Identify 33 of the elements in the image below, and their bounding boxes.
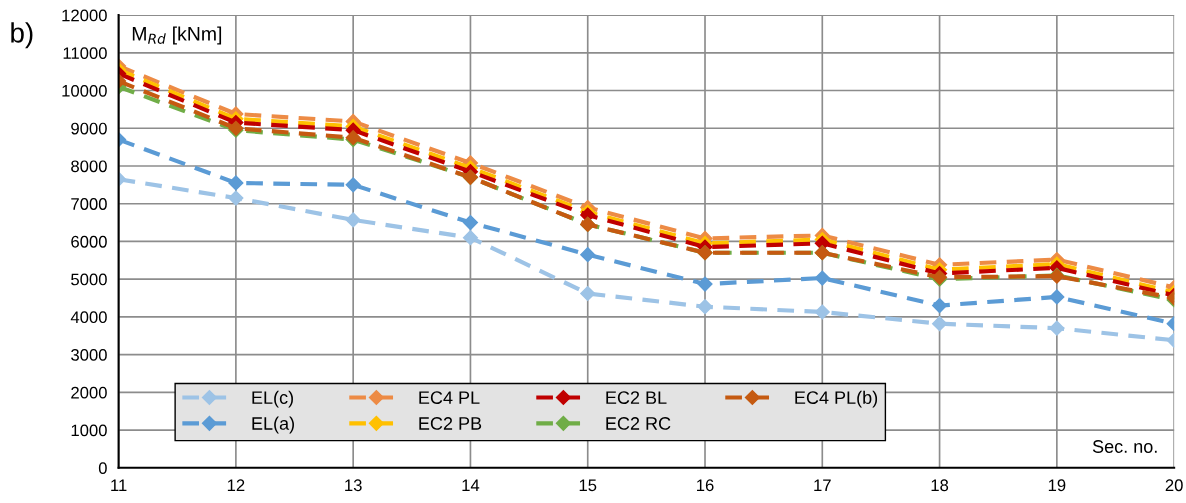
x-tick-label: 12 bbox=[227, 479, 245, 491]
y-tick-label: 4000 bbox=[70, 311, 107, 324]
y-tick-label: 0 bbox=[98, 462, 107, 474]
x-tick-label: 17 bbox=[814, 479, 831, 491]
legend-label: EL(a) bbox=[252, 416, 294, 434]
y-tick-label: 8000 bbox=[71, 160, 107, 173]
y-tick-label: 2000 bbox=[71, 386, 107, 399]
y-tick-label: 5000 bbox=[71, 273, 107, 286]
x-tick-label: 11 bbox=[111, 479, 127, 491]
legend-label: EC2 BL bbox=[606, 391, 667, 404]
y-tick-label: 11000 bbox=[63, 47, 107, 60]
y-tick-label: 7000 bbox=[71, 198, 107, 210]
legend-label: EC4 PL bbox=[419, 391, 480, 404]
x-tick-label: 15 bbox=[579, 479, 597, 492]
y-tick-label: 1000 bbox=[71, 424, 107, 437]
legend-label: EC2 RC bbox=[606, 417, 671, 430]
legend-label: EC4 PL(b) bbox=[795, 390, 878, 408]
legend-label: EC2 PB bbox=[419, 417, 482, 430]
legend-label: EL(c) bbox=[252, 390, 293, 408]
y-tick-label: 6000 bbox=[71, 235, 107, 248]
x-axis-title: Sec. no. bbox=[1092, 440, 1157, 453]
text: b) bbox=[11, 22, 33, 49]
x-tick-label: 16 bbox=[697, 479, 714, 492]
x-tick-label: 18 bbox=[931, 479, 949, 492]
y-tick-label: 3000 bbox=[71, 349, 107, 361]
y-tick-label: 12000 bbox=[62, 9, 107, 22]
x-tick-label: 14 bbox=[462, 479, 480, 491]
x-tick-label: 13 bbox=[345, 479, 362, 492]
x-tick-label: 19 bbox=[1048, 479, 1066, 492]
x-tick-label: 20 bbox=[1165, 479, 1183, 492]
y-axis-title: M$_{Rd}$ [kNm] bbox=[132, 26, 222, 45]
y-tick-label: 9000 bbox=[71, 122, 107, 135]
y-tick-label: 10000 bbox=[62, 84, 107, 97]
